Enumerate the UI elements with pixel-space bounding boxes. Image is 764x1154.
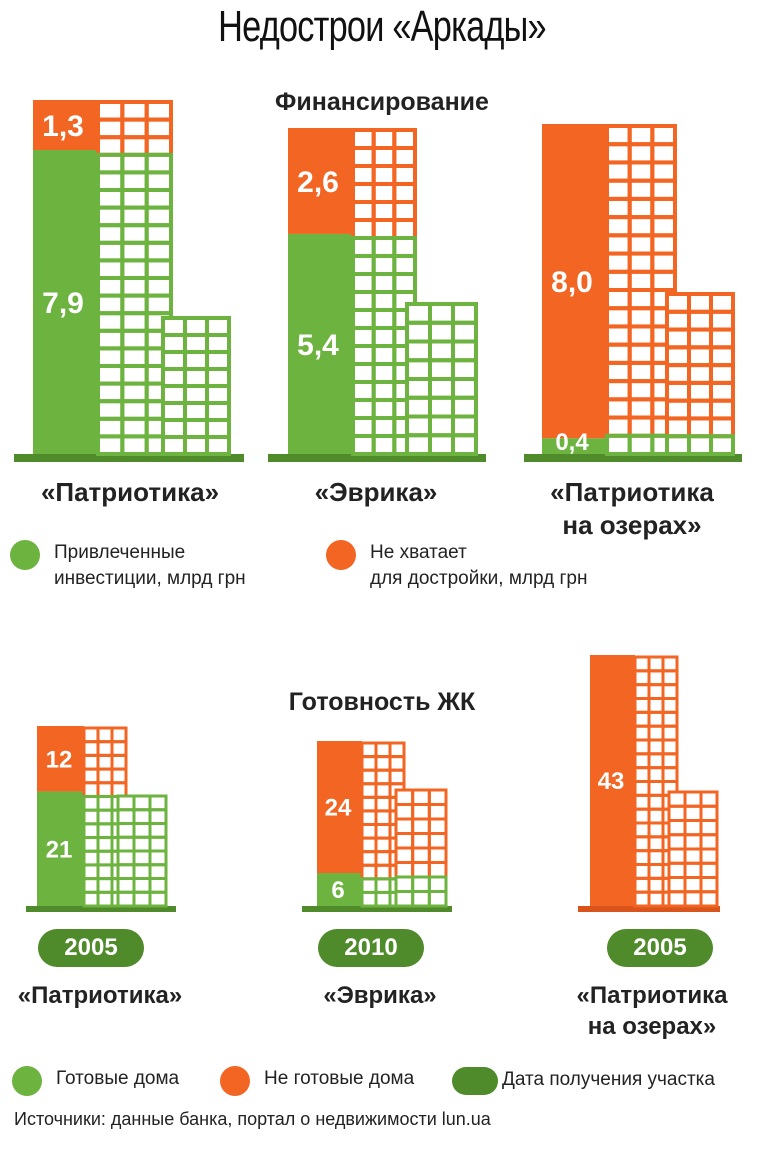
value-label-not-ready-fin-patriotika: 1,3 <box>42 110 84 143</box>
building-fin-evrika: 2,6 5,4 <box>268 128 486 462</box>
top-name-patriotika: «Патриотика» <box>40 477 220 507</box>
wing-window-ready-evrika <box>427 890 448 908</box>
year-pill-ozera: 2005 <box>607 929 713 967</box>
top-name-evrika: «Эврика» <box>314 477 438 507</box>
segment-not-ready-fin-evrika <box>288 128 353 234</box>
readiness-subtitle: Готовность ЖК <box>288 688 476 716</box>
segment-not-ready-fin-patriotika <box>33 100 98 151</box>
building-ready-ozera: 43 <box>578 655 720 912</box>
segment-ready-ready-evrika <box>317 873 362 906</box>
ground-ready-patriotika <box>26 906 176 912</box>
building-fin-patriotika: 1,3 7,9 <box>14 100 244 462</box>
legend-ready-label: Готовые дома <box>56 1068 180 1089</box>
legend-not-ready-dot <box>220 1066 250 1096</box>
ground-fin-patriotika <box>14 454 244 462</box>
wing-bg-fin-ozera <box>667 294 733 454</box>
legend-shortfall: Не хватает для достройки, млрд грн <box>326 540 587 592</box>
legend-green-dot <box>10 540 40 570</box>
top-name-ozera-line1: «Патриотика <box>550 477 714 507</box>
legend-not-ready-label: Не готовые дома <box>264 1068 415 1089</box>
segment-ready-fin-patriotika <box>33 150 98 455</box>
value-label-ready-fin-evrika: 5,4 <box>297 329 339 362</box>
value-label-not-ready-ready-evrika: 24 <box>325 795 352 822</box>
value-label-not-ready-ready-patriotika: 12 <box>46 746 73 773</box>
value-label-ready-fin-patriotika: 7,9 <box>42 287 84 320</box>
wing-window-ready-patriotika <box>148 890 168 908</box>
value-label-ready-fin-ozera: 0,4 <box>555 429 589 456</box>
legend-orange-dot <box>326 540 356 570</box>
wing-window-fin-evrika <box>451 433 478 456</box>
top-name-ozera-line2: на озерах» <box>562 510 702 540</box>
ground-ready-evrika <box>302 906 452 912</box>
bottom-name-ozera-line1: «Патриотика <box>576 982 728 1009</box>
segment-not-ready-ready-evrika <box>317 741 362 873</box>
year-pill-patriotika: 2005 <box>38 929 144 967</box>
bottom-name-ozera-line2: на озерах» <box>587 1013 717 1040</box>
value-label-not-ready-fin-ozera: 8,0 <box>551 266 593 299</box>
segment-ready-ready-patriotika <box>37 791 84 906</box>
value-label-not-ready-fin-evrika: 2,6 <box>297 166 339 199</box>
value-label-ready-ready-evrika: 6 <box>331 877 344 904</box>
legend-land-date-pill <box>452 1067 498 1095</box>
wing-window-fin-patriotika <box>205 435 231 456</box>
segment-ready-fin-evrika <box>288 233 353 454</box>
building-fin-ozera: 8,0 0,4 <box>524 124 742 462</box>
building-ready-evrika: 24 6 <box>302 741 452 912</box>
legend-invested: Привлеченные инвестиции, млрд грн <box>10 540 246 592</box>
value-label-ready-ready-patriotika: 21 <box>46 836 73 863</box>
segment-ready-fin-ozera <box>542 438 607 454</box>
value-label-not-ready-ready-ozera: 43 <box>598 768 625 795</box>
legend-shortfall-label: Не хватает для достройки, млрд грн <box>370 542 588 589</box>
legend-ready-dot <box>12 1066 42 1096</box>
bottom-name-evrika: «Эврика» <box>323 982 437 1009</box>
ground-fin-ozera <box>524 454 742 462</box>
building-ready-patriotika: 12 21 <box>26 726 176 912</box>
legend-ready: Готовые дома <box>12 1066 179 1096</box>
legend-land-date: Дата получения участка <box>452 1067 715 1095</box>
ground-ready-ozera <box>578 906 720 912</box>
legend-invested-label: Привлеченные инвестиции, млрд грн <box>54 542 246 589</box>
wing-window-ready-ozera <box>699 890 719 908</box>
financing-subtitle: Финансирование <box>275 88 489 116</box>
source-note: Источники: данные банка, портал о недвиж… <box>14 1109 491 1129</box>
bottom-name-patriotika: «Патриотика» <box>17 982 183 1009</box>
wing-window-fin-ozera <box>709 434 735 457</box>
ground-fin-evrika <box>268 454 486 462</box>
year-pill-evrika: 2010 <box>318 929 424 967</box>
legend-not-ready: Не готовые дома <box>220 1066 414 1096</box>
segment-not-ready-fin-ozera <box>542 124 607 439</box>
segment-not-ready-ready-patriotika <box>37 726 84 792</box>
legend-land-date-label: Дата получения участка <box>502 1069 715 1090</box>
page-title: Недострои «Аркады» <box>218 2 546 51</box>
segment-not-ready-ready-ozera <box>590 655 635 906</box>
